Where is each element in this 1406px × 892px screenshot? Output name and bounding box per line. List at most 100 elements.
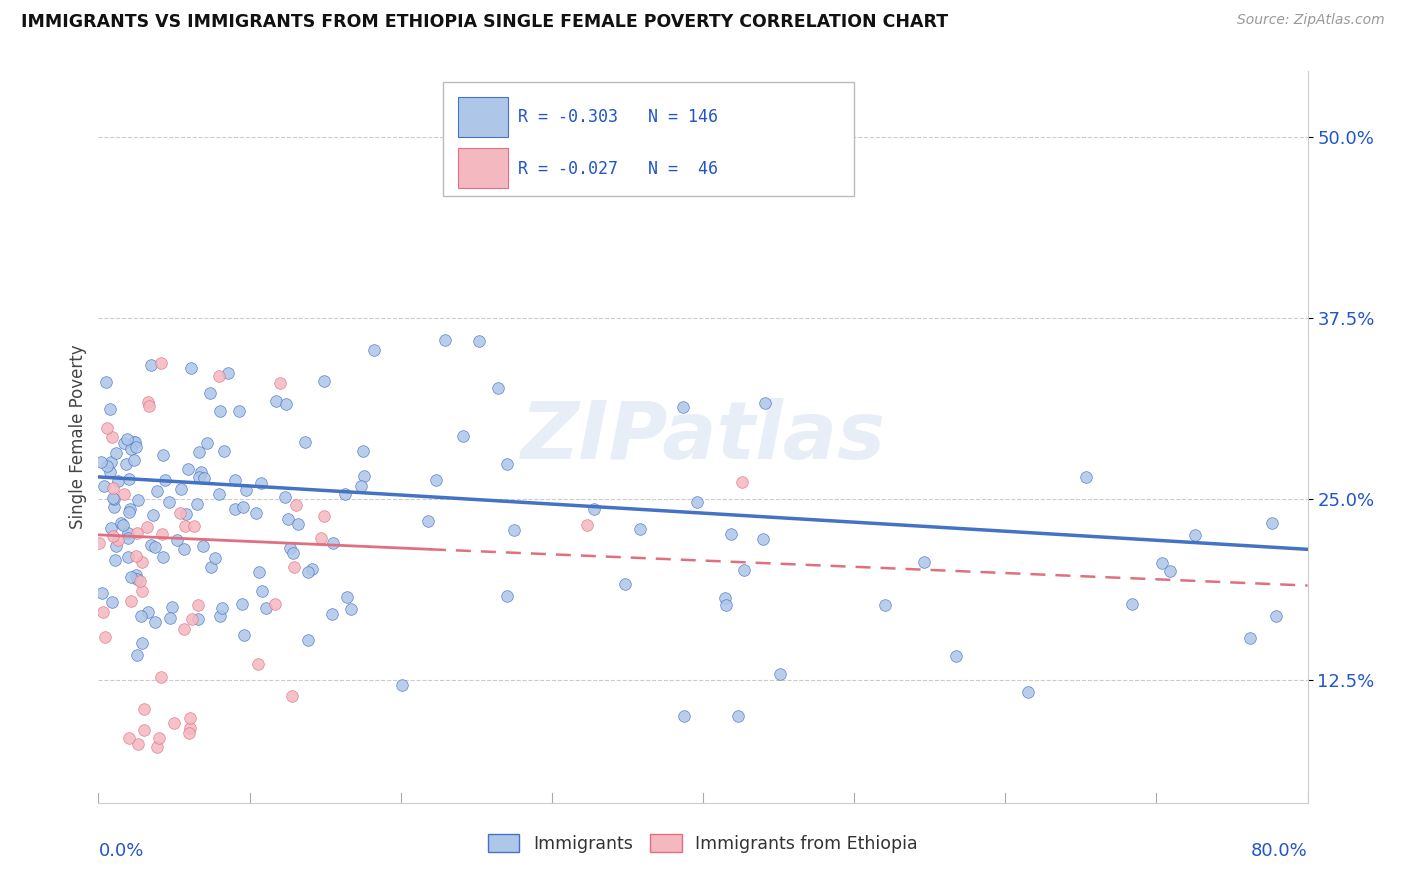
Point [139,538,162,552]
Point [107,475,129,489]
Point [173,541,195,556]
Point [160,599,183,614]
Point [131,555,153,569]
Point [117,526,139,541]
Point [217,367,239,381]
Point [120,501,142,516]
Point [187,598,209,612]
Point [115,457,138,471]
Point [614,577,637,591]
Point [127,526,149,541]
Point [135,520,157,534]
Point [125,648,148,662]
Point [163,716,186,731]
Point [269,376,291,390]
Point [297,632,319,647]
Point [177,462,200,476]
Point [173,622,195,636]
Point [875,598,897,612]
Point [125,549,148,564]
Point [274,490,297,504]
Point [138,399,160,413]
Point [105,445,128,459]
Point [105,539,128,553]
Point [287,517,309,532]
Text: R = -0.027   N =  46: R = -0.027 N = 46 [517,160,718,178]
Point [353,469,375,483]
Point [335,486,357,500]
Point [191,540,214,554]
Point [179,721,201,735]
Point [575,518,598,533]
Point [245,507,267,521]
Point [107,533,129,547]
Text: ZIPatlas: ZIPatlas [520,398,886,476]
Point [181,612,204,626]
Point [335,590,357,604]
Point [101,491,124,505]
Point [208,404,231,418]
Point [211,601,233,615]
Point [143,540,166,554]
Point [136,394,159,409]
Point [301,562,323,576]
Point [169,483,191,497]
Point [616,136,638,151]
Point [127,492,149,507]
Point [264,598,287,612]
Point [212,443,235,458]
Point [231,598,253,612]
Point [127,737,149,751]
Point [945,648,967,663]
Point [187,612,209,626]
Point [673,709,696,723]
Point [294,435,316,450]
FancyBboxPatch shape [443,82,855,195]
Point [284,498,307,512]
Point [90,586,112,600]
Point [322,536,344,550]
Point [150,526,173,541]
Text: 0.0%: 0.0% [98,842,143,860]
Point [352,444,374,458]
Point [93,479,115,493]
Point [232,500,254,514]
Point [321,607,343,621]
Point [281,689,304,703]
Point [112,435,135,450]
Point [496,457,519,471]
Point [125,440,148,454]
Point [98,465,121,479]
Point [209,608,232,623]
Point [503,523,526,537]
Point [141,358,163,372]
Point [117,549,139,564]
Point [183,519,205,533]
Point [110,516,132,530]
Y-axis label: Single Female Poverty: Single Female Poverty [69,345,87,529]
Point [769,667,792,681]
Point [152,550,174,565]
Point [103,481,125,495]
Point [174,508,197,522]
Point [96,458,118,473]
Point [98,401,121,416]
Point [100,455,122,469]
Point [152,449,174,463]
Point [720,526,742,541]
Point [125,572,148,586]
Point [186,497,208,511]
Point [249,476,271,491]
Point [131,608,153,623]
Point [187,470,209,484]
Point [451,429,474,443]
Point [312,509,335,524]
Point [208,487,231,501]
Point [188,445,211,459]
Point [716,599,738,613]
Point [912,555,935,569]
Point [100,430,122,444]
Point [94,630,117,644]
Point [200,560,222,574]
Point [101,594,124,608]
